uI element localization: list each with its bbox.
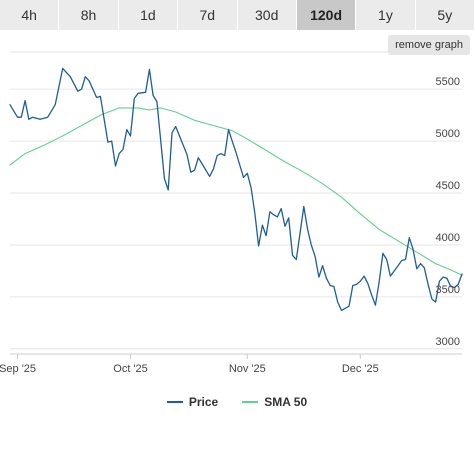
sma-50-series-line — [9, 107, 463, 276]
y-tick-label: 3500 — [436, 284, 460, 296]
timeframe-tabs: 4h 8h 1d 7d 30d 120d 1y 5y — [0, 0, 474, 30]
legend-swatch-sma-50 — [242, 401, 259, 403]
y-tick-label: 5500 — [436, 76, 460, 88]
series-layer — [9, 67, 463, 312]
x-tick-label: Dec '25 — [342, 363, 379, 375]
legend-item-sma-50[interactable]: SMA 50 — [242, 395, 307, 409]
y-tick-label: 4000 — [436, 232, 460, 244]
grid-lines — [10, 51, 462, 350]
y-tick-label: 5000 — [436, 128, 460, 140]
x-axis — [10, 353, 462, 359]
legend: Price SMA 50 — [0, 393, 474, 411]
tab-8h[interactable]: 8h — [59, 0, 119, 30]
tab-5y[interactable]: 5y — [415, 0, 474, 30]
tab-30d[interactable]: 30d — [237, 0, 297, 30]
y-tick-label: 3000 — [436, 336, 460, 348]
legend-label-price: Price — [188, 395, 219, 409]
tab-1d[interactable]: 1d — [118, 0, 179, 30]
x-tick-label: Oct '25 — [113, 363, 148, 375]
legend-label-sma-50: SMA 50 — [264, 395, 308, 409]
remove-graph-button[interactable]: remove graph — [388, 35, 470, 55]
legend-swatch-price — [166, 401, 183, 403]
price-series-line — [9, 67, 463, 312]
x-tick-label: Nov '25 — [229, 363, 266, 375]
tab-4h[interactable]: 4h — [0, 0, 60, 30]
x-tick-label: Sep '25 — [0, 363, 36, 375]
tab-7d[interactable]: 7d — [178, 0, 238, 30]
tick-labels: 3000 3500 4000 4500 5000 5500 Sep '25 Oct '25 No… — [0, 76, 460, 375]
tab-1y[interactable]: 1y — [356, 0, 416, 30]
legend-item-price[interactable]: Price — [166, 395, 219, 409]
y-tick-label: 4500 — [436, 180, 460, 192]
tab-120d[interactable]: 120d — [296, 0, 357, 30]
